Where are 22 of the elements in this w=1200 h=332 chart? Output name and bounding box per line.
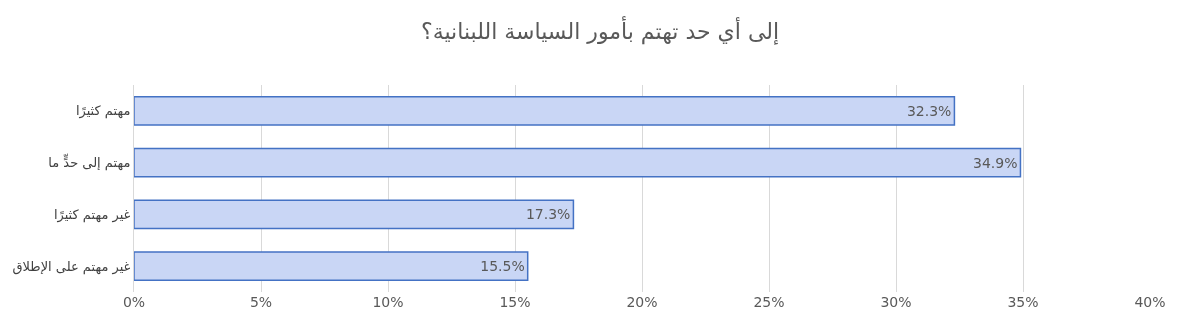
x-tick-label: 30% bbox=[880, 294, 912, 310]
y-tick-label: غير مهتم على الإطلاق bbox=[12, 258, 131, 275]
y-tick-label: مهتم إلى حدٍّ ما bbox=[48, 153, 131, 172]
data-label: 32.3% bbox=[906, 102, 952, 119]
y-tick-label: مهتم كثيرًا bbox=[75, 103, 131, 120]
x-tick-label: 0% bbox=[122, 294, 146, 310]
data-label: 34.9% bbox=[972, 154, 1018, 171]
bar bbox=[134, 199, 575, 230]
x-tick-label: 35% bbox=[1007, 294, 1039, 310]
y-tick-label: غير مهتم كثيرًا bbox=[53, 206, 131, 223]
bar bbox=[134, 251, 529, 282]
bar bbox=[134, 95, 956, 126]
data-label: 15.5% bbox=[480, 258, 525, 275]
x-tick-label: 15% bbox=[499, 294, 531, 310]
bar bbox=[134, 147, 1022, 178]
data-label: 17.3% bbox=[525, 206, 571, 223]
x-tick-label: 20% bbox=[626, 294, 658, 310]
chart-title: إلى أي حد تهتم بأمور السياسة اللبنانية؟ bbox=[420, 15, 780, 45]
x-tick-label: 10% bbox=[372, 294, 404, 310]
x-tick-label: 5% bbox=[249, 294, 273, 310]
x-tick-label: 25% bbox=[753, 294, 785, 310]
x-tick-label: 40% bbox=[1134, 294, 1166, 310]
